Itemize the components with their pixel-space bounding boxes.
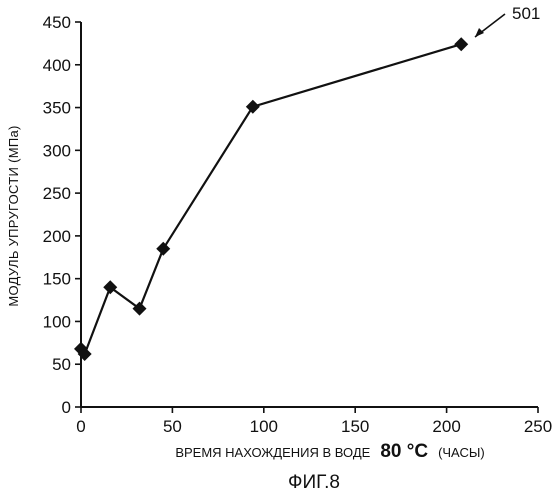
y-tick-label: 250 [43,184,71,203]
x-tick-label: 200 [432,417,460,436]
x-tick-label: 150 [341,417,369,436]
x-tick-label: 50 [163,417,182,436]
x-axis-label-unit: (ЧАСЫ) [438,445,485,460]
x-axis-label-main: ВРЕМЯ НАХОЖДЕНИЯ В ВОДЕ [175,445,370,460]
figure-label: ФИГ.8 [288,472,340,493]
axes [81,22,538,407]
x-axis-label-temperature: 80 °C [380,441,428,462]
y-tick-label: 350 [43,99,71,118]
y-axis-label: МОДУЛЬ УПРУГОСТИ (МПа) [6,125,21,306]
x-tick-label: 250 [524,417,552,436]
x-axis-label: ВРЕМЯ НАХОЖДЕНИЯ В ВОДЕ 80 °C (ЧАСЫ) [175,441,484,462]
data-point [454,37,468,51]
y-tick-label: 200 [43,227,71,246]
y-tick-label: 50 [52,355,71,374]
y-tick-label: 0 [62,398,71,417]
data-point [156,242,170,256]
reference-arrow-icon [475,28,484,37]
x-ticks: 0 50 100 150 200 250 [76,407,552,436]
y-tick-label: 450 [43,13,71,32]
y-tick-label: 100 [43,312,71,331]
reference-label: 501 [512,4,540,23]
x-tick-label: 100 [250,417,278,436]
y-ticks: 0 50 100 150 200 250 300 350 400 450 [43,13,81,417]
x-tick-label: 0 [76,417,85,436]
y-tick-label: 400 [43,56,71,75]
data-markers [74,37,468,361]
y-tick-label: 150 [43,270,71,289]
data-point [246,100,260,114]
y-tick-label: 300 [43,141,71,160]
